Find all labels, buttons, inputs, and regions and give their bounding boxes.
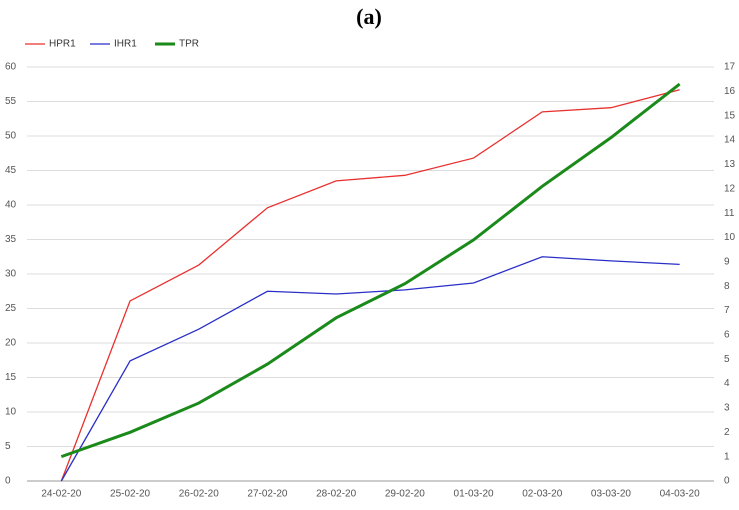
- y2-tick-label: 16: [724, 86, 736, 97]
- y2-tick-label: 10: [724, 232, 736, 243]
- y2-tick-label: 12: [724, 183, 736, 194]
- y-tick-label: 35: [5, 234, 17, 245]
- y-tick-label: 30: [5, 269, 17, 280]
- y2-tick-label: 17: [724, 62, 736, 73]
- y-tick-label: 45: [5, 165, 17, 176]
- x-tick-label: 26-02-20: [179, 489, 219, 500]
- y-tick-label: 10: [5, 407, 17, 418]
- y2-tick-label: 6: [724, 330, 730, 341]
- y-tick-label: 0: [5, 476, 11, 487]
- y-tick-label: 25: [5, 303, 17, 314]
- y-tick-label: 5: [5, 441, 11, 452]
- data-line: [60, 82, 681, 459]
- y-tick-label: 20: [5, 338, 17, 349]
- y-tick-label: 15: [5, 372, 17, 383]
- y-tick-label: 60: [5, 62, 17, 73]
- y2-tick-label: 4: [724, 378, 730, 389]
- x-tick-label: 01-03-20: [454, 489, 494, 500]
- x-tick-label: 25-02-20: [110, 489, 150, 500]
- x-tick-label: 24-02-20: [41, 489, 81, 500]
- y2-tick-label: 8: [724, 281, 730, 292]
- y2-tick-label: 5: [724, 354, 730, 365]
- x-tick-label: 27-02-20: [247, 489, 287, 500]
- data-line: [60, 89, 680, 482]
- x-tick-label: 28-02-20: [316, 489, 356, 500]
- legend-text: TPR: [179, 39, 199, 50]
- y-tick-label: 40: [5, 200, 17, 211]
- data-line: [60, 256, 680, 482]
- y-tick-label: 50: [5, 131, 17, 142]
- y2-tick-label: 15: [724, 110, 736, 121]
- y2-tick-label: 7: [724, 305, 730, 316]
- legend-text: HPR1: [49, 39, 76, 50]
- x-tick-label: 03-03-20: [591, 489, 631, 500]
- y2-tick-label: 2: [724, 427, 730, 438]
- y2-tick-label: 0: [724, 476, 730, 487]
- legend-text: IHR1: [114, 39, 137, 50]
- y2-tick-label: 1: [724, 451, 730, 462]
- x-tick-label: 29-02-20: [385, 489, 425, 500]
- x-tick-label: 04-03-20: [660, 489, 700, 500]
- y2-tick-label: 14: [724, 135, 736, 146]
- x-tick-label: 02-03-20: [522, 489, 562, 500]
- y2-tick-label: 11: [724, 208, 735, 219]
- y-tick-label: 55: [5, 96, 17, 107]
- y2-tick-label: 13: [724, 159, 736, 170]
- y2-tick-label: 3: [724, 403, 730, 414]
- chart-title: (a): [356, 4, 382, 29]
- y2-tick-label: 9: [724, 256, 730, 267]
